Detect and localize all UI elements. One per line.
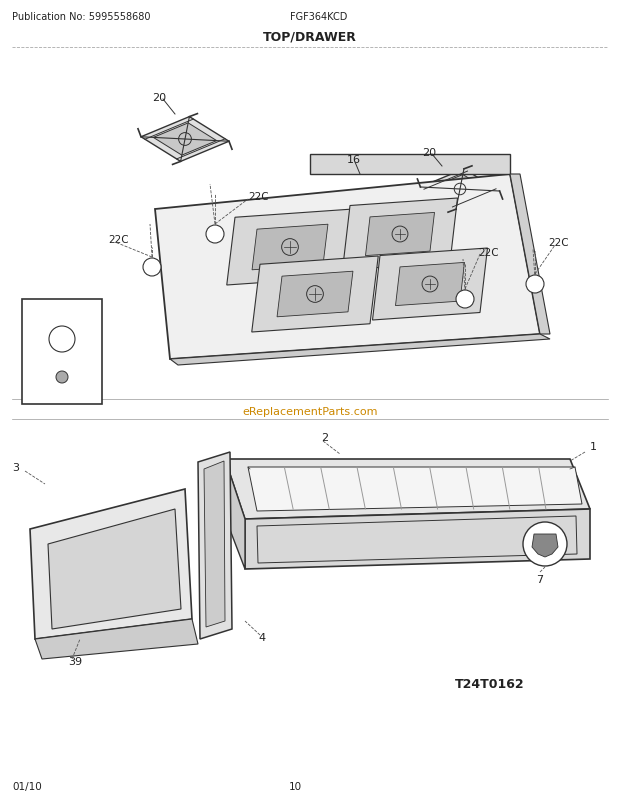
Text: TOP/DRAWER: TOP/DRAWER [263, 30, 357, 43]
Polygon shape [252, 225, 328, 270]
Polygon shape [532, 534, 558, 557]
Text: 2: 2 [321, 432, 329, 443]
Polygon shape [373, 249, 487, 321]
Polygon shape [155, 175, 540, 359]
Text: 22C: 22C [108, 235, 128, 245]
Polygon shape [396, 263, 464, 306]
Polygon shape [366, 213, 435, 257]
Polygon shape [170, 334, 550, 366]
Text: FGF364KCD: FGF364KCD [290, 12, 347, 22]
Text: 88: 88 [28, 305, 42, 314]
Text: 3: 3 [12, 463, 19, 472]
Circle shape [143, 259, 161, 277]
Text: T24T0162: T24T0162 [455, 677, 525, 691]
Text: 22C: 22C [548, 237, 569, 248]
Polygon shape [277, 272, 353, 318]
Polygon shape [141, 117, 229, 162]
Text: 7: 7 [536, 574, 544, 585]
Polygon shape [248, 468, 582, 512]
Circle shape [523, 522, 567, 566]
Circle shape [526, 276, 544, 294]
FancyBboxPatch shape [22, 300, 102, 404]
Text: Publication No: 5995558680: Publication No: 5995558680 [12, 12, 151, 22]
Text: 39: 39 [68, 656, 82, 666]
Text: 01/10: 01/10 [12, 781, 42, 791]
Polygon shape [510, 175, 550, 334]
Polygon shape [30, 489, 192, 639]
Polygon shape [35, 619, 198, 659]
Text: 10: 10 [288, 781, 301, 791]
Text: 4: 4 [258, 632, 265, 642]
Text: 22C: 22C [248, 192, 268, 202]
Polygon shape [204, 461, 225, 627]
Polygon shape [252, 257, 378, 333]
Circle shape [56, 371, 68, 383]
Polygon shape [245, 509, 590, 569]
Polygon shape [225, 460, 590, 520]
Polygon shape [342, 199, 458, 270]
Text: 16: 16 [347, 155, 361, 164]
Circle shape [206, 225, 224, 244]
Polygon shape [222, 460, 245, 569]
Circle shape [456, 290, 474, 309]
Polygon shape [420, 170, 500, 210]
Polygon shape [198, 452, 232, 639]
Polygon shape [227, 210, 353, 286]
Circle shape [49, 326, 75, 353]
Text: 20: 20 [422, 148, 436, 158]
Polygon shape [48, 509, 181, 630]
Text: 1: 1 [590, 441, 597, 452]
Polygon shape [153, 124, 216, 156]
Text: 22C: 22C [478, 248, 498, 257]
Text: 20: 20 [152, 93, 166, 103]
Polygon shape [432, 176, 489, 205]
Polygon shape [310, 155, 510, 175]
Text: eReplacementParts.com: eReplacementParts.com [242, 407, 378, 416]
